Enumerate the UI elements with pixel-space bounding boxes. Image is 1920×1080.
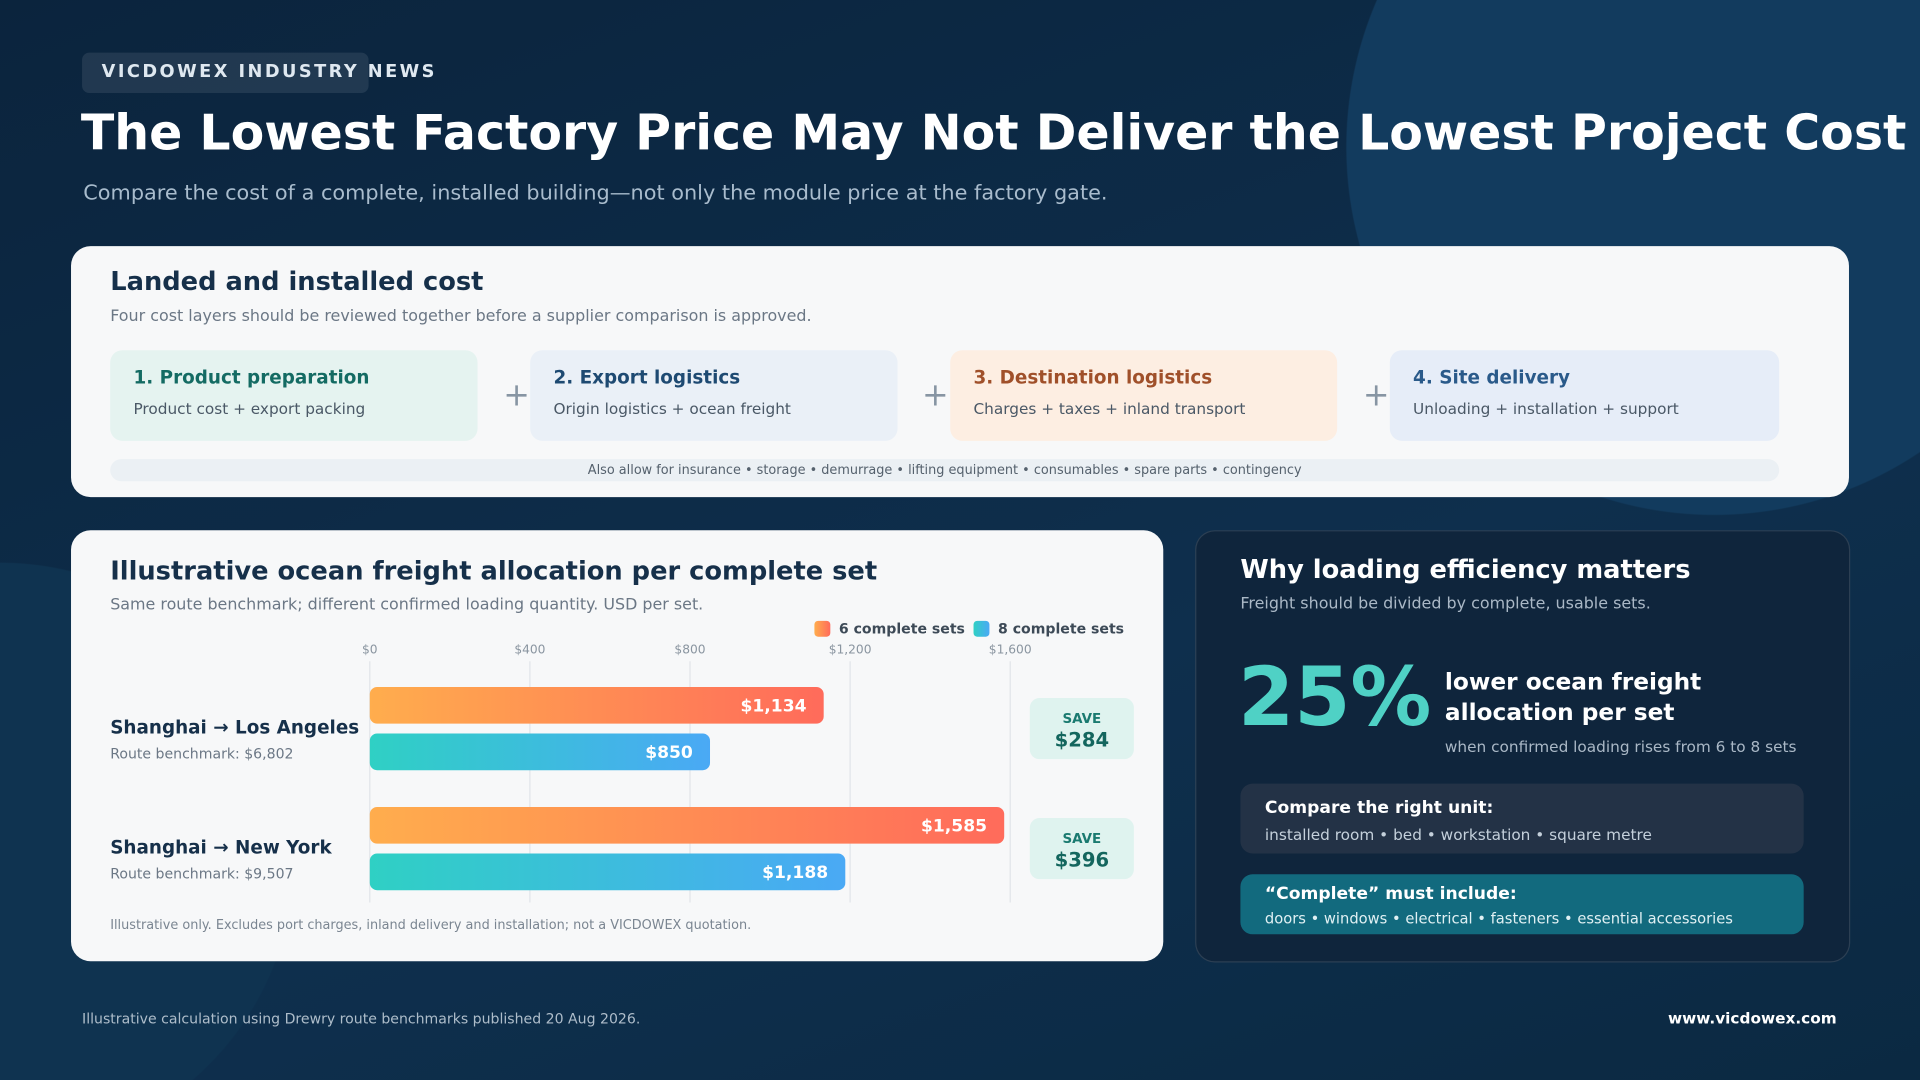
info-box-title: “Complete” must include: (1264, 884, 1517, 904)
x-tick-label: $1,200 (829, 643, 872, 657)
legend-swatch (973, 620, 990, 637)
chart-footnote: Illustrative only. Excludes port charges… (110, 918, 751, 933)
bar-value-label: $1,585 (921, 817, 987, 837)
cost-subtitle: Four cost layers should be reviewed toge… (110, 307, 812, 326)
legend-label: 6 complete sets (839, 621, 965, 637)
bar-value-label: $1,134 (740, 697, 806, 717)
stat-note: when confirmed loading rises from 6 to 8… (1444, 737, 1797, 756)
stat-label: allocation per set (1444, 699, 1675, 727)
x-tick-label: $1,600 (989, 643, 1032, 657)
legend-label: 8 complete sets (998, 621, 1124, 637)
insight-title: Why loading efficiency matters (1240, 554, 1691, 585)
category-note: Route benchmark: $9,507 (110, 866, 293, 882)
save-box (1029, 697, 1134, 760)
info-box (1240, 874, 1804, 935)
save-title: SAVE (1062, 832, 1101, 847)
chart-subtitle: Same route benchmark; different confirme… (110, 594, 703, 613)
plus: + (922, 377, 949, 414)
plus: + (1362, 377, 1390, 414)
legend-swatch (814, 620, 831, 637)
page-subtitle: Compare the cost of a complete, installe… (83, 181, 1108, 206)
chart-title: Illustrative ocean freight allocation pe… (110, 556, 877, 586)
save-title: SAVE (1062, 712, 1101, 727)
plus: + (503, 377, 530, 414)
cost-note: Also allow for insurance • storage • dem… (110, 459, 1780, 482)
step-detail: Origin logistics + ocean freight (553, 399, 791, 418)
bar-value-label: $1,188 (762, 863, 828, 883)
bar (369, 806, 1005, 844)
cost-step: 1. Product preparation Product cost + exp… (110, 350, 478, 441)
bar (369, 686, 824, 724)
stat: 25% (1237, 650, 1432, 745)
info-box-title: Compare the right unit: (1264, 798, 1494, 818)
footer-source: Illustrative calculation using Drewry ro… (82, 1010, 641, 1028)
cost-step: 3. Destination logistics Charges + taxes … (950, 350, 1338, 441)
step-title: 4. Site delivery (1413, 366, 1571, 389)
info-box-detail: installed room • bed • workstation • squ… (1264, 825, 1652, 844)
step-title: 3. Destination logistics (973, 366, 1213, 389)
step-title: 2. Export logistics (553, 366, 741, 389)
save-box (1029, 817, 1134, 880)
step-detail: Unloading + installation + support (1413, 399, 1679, 418)
cost-step: 2. Export logistics Origin logistics + oc… (530, 350, 898, 441)
stat-label: lower ocean freight (1444, 668, 1702, 696)
page-title: The Lowest Factory Price May Not Deliver… (80, 105, 1907, 162)
category-note: Route benchmark: $6,802 (110, 746, 293, 762)
info-box (1240, 783, 1804, 854)
category-label: Shanghai → New York (110, 838, 332, 859)
save-value: $284 (1055, 728, 1110, 751)
badge-bg (82, 52, 369, 94)
cost-step: 4. Site delivery Unloading + installation… (1389, 350, 1780, 441)
x-tick-label: $800 (674, 643, 705, 657)
step-title: 1. Product preparation (133, 366, 370, 389)
insight-subtitle: Freight should be divided by complete, u… (1240, 595, 1651, 614)
bar (369, 853, 846, 891)
x-tick-label: $0 (362, 643, 378, 657)
x-tick-label: $400 (514, 643, 545, 657)
save-value: $396 (1055, 848, 1110, 871)
badge: VICDOWEX INDUSTRY NEWS (101, 62, 437, 83)
step-detail: Product cost + export packing (133, 399, 366, 418)
info-box-detail: doors • windows • electrical • fasteners… (1264, 909, 1733, 927)
bar (369, 733, 711, 771)
footer-website: www.vicdowex.com (1667, 1008, 1837, 1028)
cost-title: Landed and installed cost (110, 266, 484, 297)
bar-value-label: $850 (645, 743, 693, 763)
category-label: Shanghai → Los Angeles (110, 718, 359, 739)
step-detail: Charges + taxes + inland transport (973, 399, 1246, 418)
